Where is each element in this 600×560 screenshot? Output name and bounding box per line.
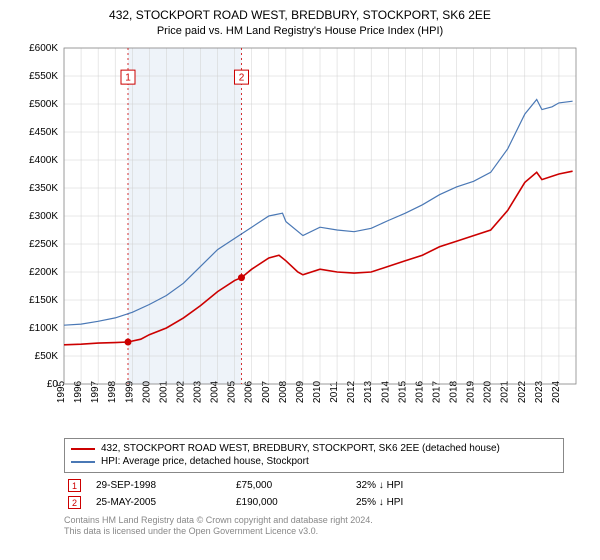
footer-line2: This data is licensed under the Open Gov… <box>64 526 564 537</box>
legend-swatch <box>71 461 95 463</box>
y-tick-label: £400K <box>29 155 58 166</box>
y-tick-label: £300K <box>29 211 58 222</box>
event-pct: 32% ↓ HPI <box>352 477 564 494</box>
legend-swatch <box>71 448 95 450</box>
y-tick-label: £250K <box>29 239 58 250</box>
title-line2: Price paid vs. HM Land Registry's House … <box>16 24 584 38</box>
chart-marker-label: 2 <box>239 73 245 84</box>
event-marker: 1 <box>68 479 81 492</box>
y-tick-label: £550K <box>29 71 58 82</box>
y-tick-label: £150K <box>29 295 58 306</box>
event-price: £75,000 <box>232 477 352 494</box>
legend-item: 432, STOCKPORT ROAD WEST, BREDBURY, STOC… <box>71 442 557 456</box>
legend-item: HPI: Average price, detached house, Stoc… <box>71 455 557 469</box>
footer-attribution: Contains HM Land Registry data © Crown c… <box>64 515 564 538</box>
chart-marker-label: 1 <box>125 73 131 84</box>
legend-label: 432, STOCKPORT ROAD WEST, BREDBURY, STOC… <box>101 442 500 456</box>
footer-line1: Contains HM Land Registry data © Crown c… <box>64 515 564 526</box>
event-marker: 2 <box>68 496 81 509</box>
events-table: 1 29-SEP-1998£75,00032% ↓ HPI 2 25-MAY-2005… <box>64 477 564 511</box>
y-tick-label: £450K <box>29 127 58 138</box>
y-tick-label: £100K <box>29 323 58 334</box>
y-tick-label: £200K <box>29 267 58 278</box>
event-price: £190,000 <box>232 494 352 511</box>
event-row: 2 25-MAY-2005£190,00025% ↓ HPI <box>64 494 564 511</box>
title-block: 432, STOCKPORT ROAD WEST, BREDBURY, STOC… <box>16 8 584 38</box>
event-date: 29-SEP-1998 <box>92 477 232 494</box>
y-tick-label: £600K <box>29 43 58 54</box>
legend-label: HPI: Average price, detached house, Stoc… <box>101 455 309 469</box>
y-tick-label: £350K <box>29 183 58 194</box>
event-pct: 25% ↓ HPI <box>352 494 564 511</box>
legend: 432, STOCKPORT ROAD WEST, BREDBURY, STOC… <box>64 438 564 473</box>
event-row: 1 29-SEP-1998£75,00032% ↓ HPI <box>64 477 564 494</box>
y-tick-label: £50K <box>35 351 59 362</box>
chart-svg: £0£50K£100K£150K£200K£250K£300K£350K£400… <box>16 42 584 432</box>
event-date: 25-MAY-2005 <box>92 494 232 511</box>
line-chart: £0£50K£100K£150K£200K£250K£300K£350K£400… <box>16 42 584 432</box>
title-line1: 432, STOCKPORT ROAD WEST, BREDBURY, STOC… <box>16 8 584 24</box>
chart-container: 432, STOCKPORT ROAD WEST, BREDBURY, STOC… <box>0 0 600 560</box>
y-tick-label: £500K <box>29 99 58 110</box>
